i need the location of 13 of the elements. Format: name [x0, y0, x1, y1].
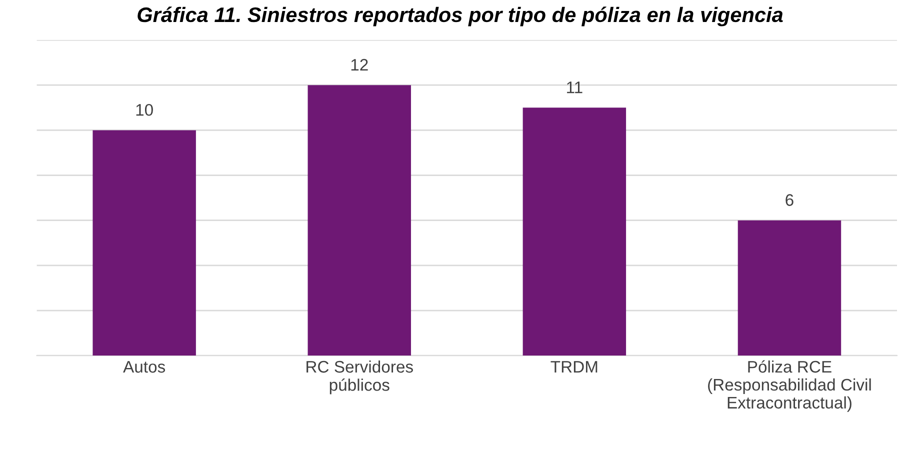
data-label: 10	[136, 104, 153, 116]
bar	[92, 130, 196, 356]
bar	[738, 220, 842, 356]
bar	[308, 85, 411, 356]
data-label: 12	[351, 58, 368, 71]
bar	[522, 108, 626, 356]
x-tick-label: Autos	[123, 361, 166, 373]
x-tick-label: RC Servidores públicos	[306, 360, 413, 394]
data-label: 6	[786, 194, 794, 206]
data-label: 11	[567, 82, 582, 94]
x-tick-label: TRDM	[550, 361, 598, 373]
chart-title: Gráfica 11. Siniestros reportados por tipo de póliza en la vigencia	[138, 6, 783, 26]
x-tick-label: Póliza RCE (Responsabilidad Civil Extracontractual)	[708, 360, 871, 412]
